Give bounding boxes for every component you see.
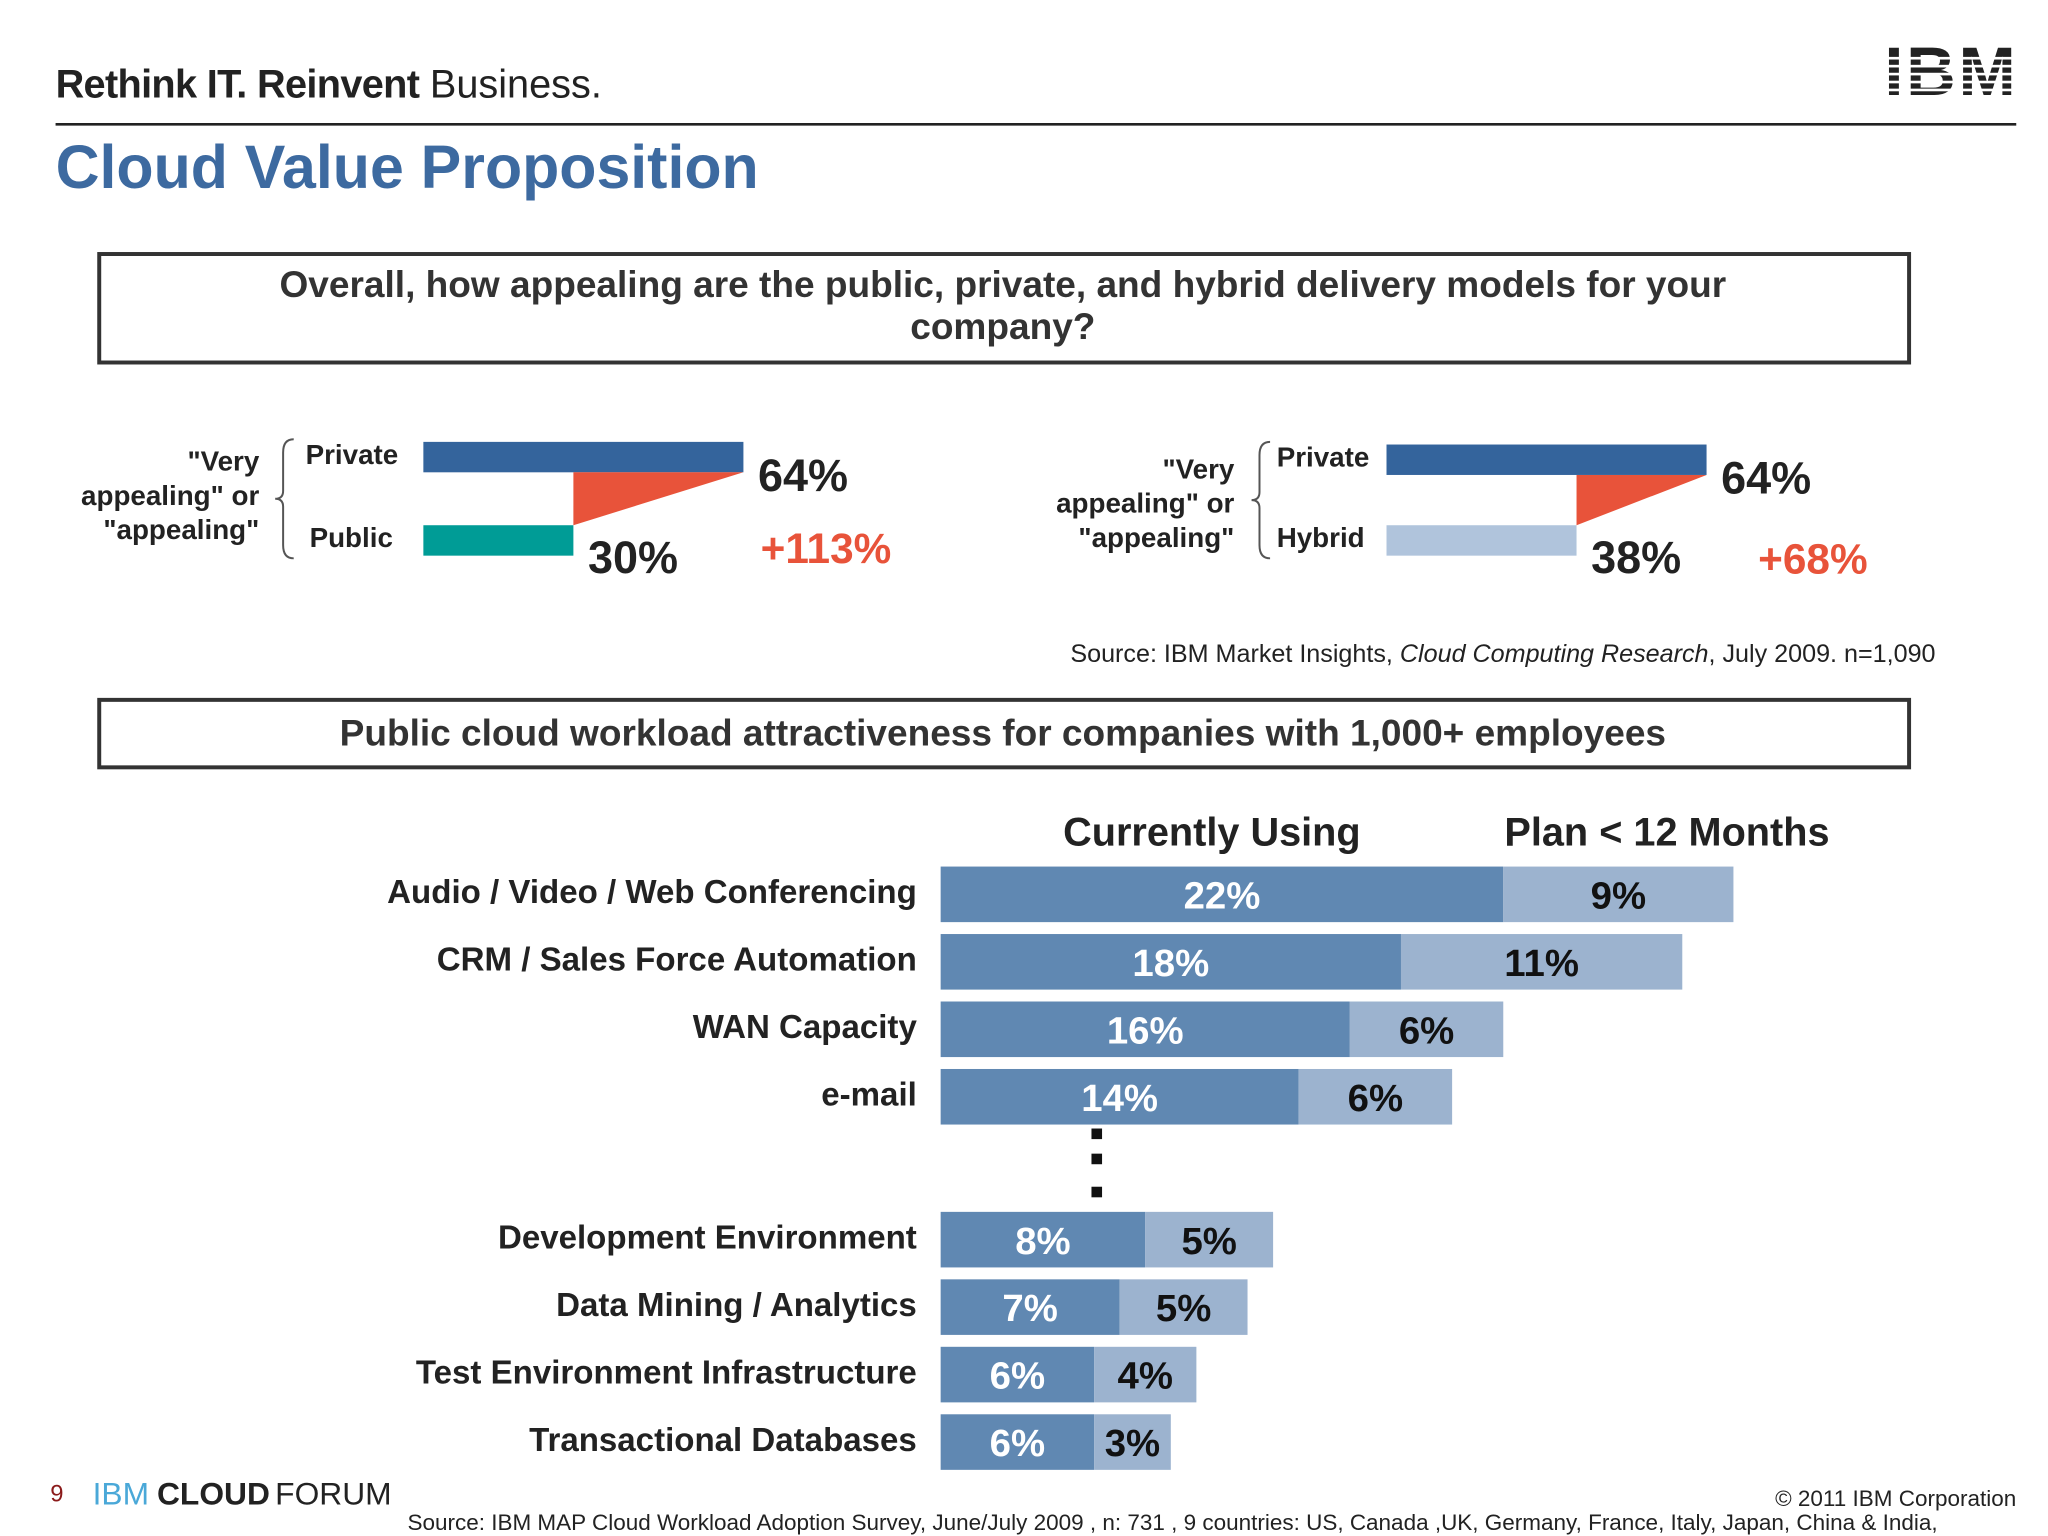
gap-wedge <box>573 472 744 526</box>
group-label: "Very <box>1163 453 1235 484</box>
group-label: "appealing" <box>103 514 259 545</box>
ellipsis-dot <box>1091 1186 1103 1198</box>
value-label: 14% <box>1081 1077 1158 1120</box>
tagline-part: Rethink IT. Reinvent <box>56 63 420 107</box>
tagline: Rethink IT. Reinvent Business. <box>56 63 602 107</box>
group-label: appealing" or <box>81 480 259 511</box>
bar-segment <box>1145 1211 1274 1268</box>
source-top: Source: IBM Market Insights, Cloud Compu… <box>1070 640 1935 668</box>
footer-brand-part: CLOUD <box>157 1476 270 1512</box>
value-label: 6% <box>990 1355 1045 1398</box>
value-label: 11% <box>1504 942 1579 985</box>
source-top-part: Source: IBM Market Insights, <box>1070 640 1400 668</box>
content: Rethink IT. Reinvent Business. IBM Cloud Va… <box>50 33 2025 1535</box>
bar-segment <box>1119 1279 1248 1335</box>
value-label: 5% <box>1156 1287 1211 1330</box>
footer-brand-part: IBM <box>93 1476 149 1512</box>
page-number: 9 <box>50 1480 63 1507</box>
annotation: +68% <box>1758 535 1867 582</box>
category-label: Test Environment Infrastructure <box>416 1354 917 1391</box>
bar-segment <box>940 1414 1095 1470</box>
value-label: 22% <box>1184 874 1261 917</box>
category-label: Development Environment <box>498 1219 917 1256</box>
tagline-part: Business. <box>430 63 602 107</box>
value-label: 38% <box>1591 532 1681 583</box>
copyright: © 2011 IBM Corporation <box>1775 1486 2016 1511</box>
bar-segment <box>1349 1001 1504 1058</box>
value-label: 18% <box>1132 942 1209 985</box>
value-label: 64% <box>1721 452 1811 503</box>
value-label: 7% <box>1002 1287 1057 1330</box>
bar-segment <box>940 1001 1350 1058</box>
value-label: 8% <box>1015 1220 1070 1263</box>
bar-segment <box>1400 934 1683 990</box>
group-label: "appealing" <box>1078 522 1234 553</box>
value-label: 30% <box>588 532 678 583</box>
legend-label: Currently Using <box>1063 810 1361 854</box>
logo-stripe <box>1878 72 2025 76</box>
bar <box>1386 444 1707 475</box>
bar <box>1386 525 1577 556</box>
footer-brand-part: FORUM <box>275 1476 391 1512</box>
value-label: 16% <box>1107 1009 1184 1052</box>
group-label: appealing" or <box>1056 488 1234 519</box>
value-label: 6% <box>1399 1009 1454 1052</box>
bar-segment <box>1094 1346 1197 1403</box>
slide-title: Cloud Value Proposition <box>56 133 759 201</box>
brace <box>1251 440 1271 560</box>
bar-segment <box>1094 1414 1171 1470</box>
category-label: CRM / Sales Force Automation <box>437 942 917 979</box>
group-label: "Very <box>187 445 259 476</box>
value-label: 64% <box>758 450 848 501</box>
category-label: Data Mining / Analytics <box>556 1287 917 1324</box>
ellipsis-dot <box>1091 1153 1103 1165</box>
value-label: 6% <box>1348 1077 1403 1120</box>
value-label: 3% <box>1105 1422 1160 1465</box>
category-label: Private <box>1277 441 1370 472</box>
source-bottom: Source: IBM MAP Cloud Workload Adoption … <box>407 1510 1937 1535</box>
value-label: 5% <box>1181 1220 1236 1263</box>
question-box <box>97 252 1912 365</box>
bar-segment <box>940 866 1504 923</box>
ellipsis-dot <box>1091 1128 1103 1140</box>
annotation: +113% <box>761 525 892 572</box>
value-label: 9% <box>1591 874 1646 917</box>
bar <box>423 525 574 556</box>
logo-stripe <box>1878 64 2025 68</box>
footer-brand: IBM CLOUD FORUM <box>93 1476 392 1512</box>
bar-segment <box>940 1068 1299 1125</box>
category-label: e-mail <box>821 1076 917 1113</box>
question: company? <box>910 305 1095 347</box>
logo-stripe <box>1878 96 2025 100</box>
bar-segment <box>940 1346 1095 1403</box>
bar-segment <box>1298 1068 1453 1125</box>
chart-title: Public cloud workload attractiveness for… <box>340 711 1666 753</box>
source-top-part: Cloud Computing Research <box>1400 640 1709 668</box>
category-label: Audio / Video / Web Conferencing <box>387 874 917 911</box>
category-label: Hybrid <box>1277 522 1365 553</box>
logo-stripe <box>1878 80 2025 84</box>
category-label: Private <box>306 439 399 470</box>
category-label: WAN Capacity <box>693 1009 918 1046</box>
logo-stripe <box>1878 88 2025 92</box>
source-top-part: , July 2009. n=1,090 <box>1709 640 1936 668</box>
bar-segment <box>940 1211 1146 1268</box>
bar-segment <box>940 934 1401 990</box>
bar-segment <box>940 1279 1120 1335</box>
category-label: Public <box>310 522 393 553</box>
bar <box>423 441 744 473</box>
bar-segment <box>1503 866 1734 923</box>
logo-stripe <box>1878 104 2025 108</box>
category-label: Transactional Databases <box>529 1422 917 1459</box>
question: Overall, how appealing are the public, p… <box>280 263 1727 305</box>
brace <box>275 438 294 560</box>
value-label: 6% <box>990 1422 1045 1465</box>
title-box <box>97 697 1912 770</box>
legend-label: Plan < 12 Months <box>1504 810 1829 854</box>
value-label: 4% <box>1118 1355 1173 1398</box>
logo-stripe <box>1878 56 2025 60</box>
